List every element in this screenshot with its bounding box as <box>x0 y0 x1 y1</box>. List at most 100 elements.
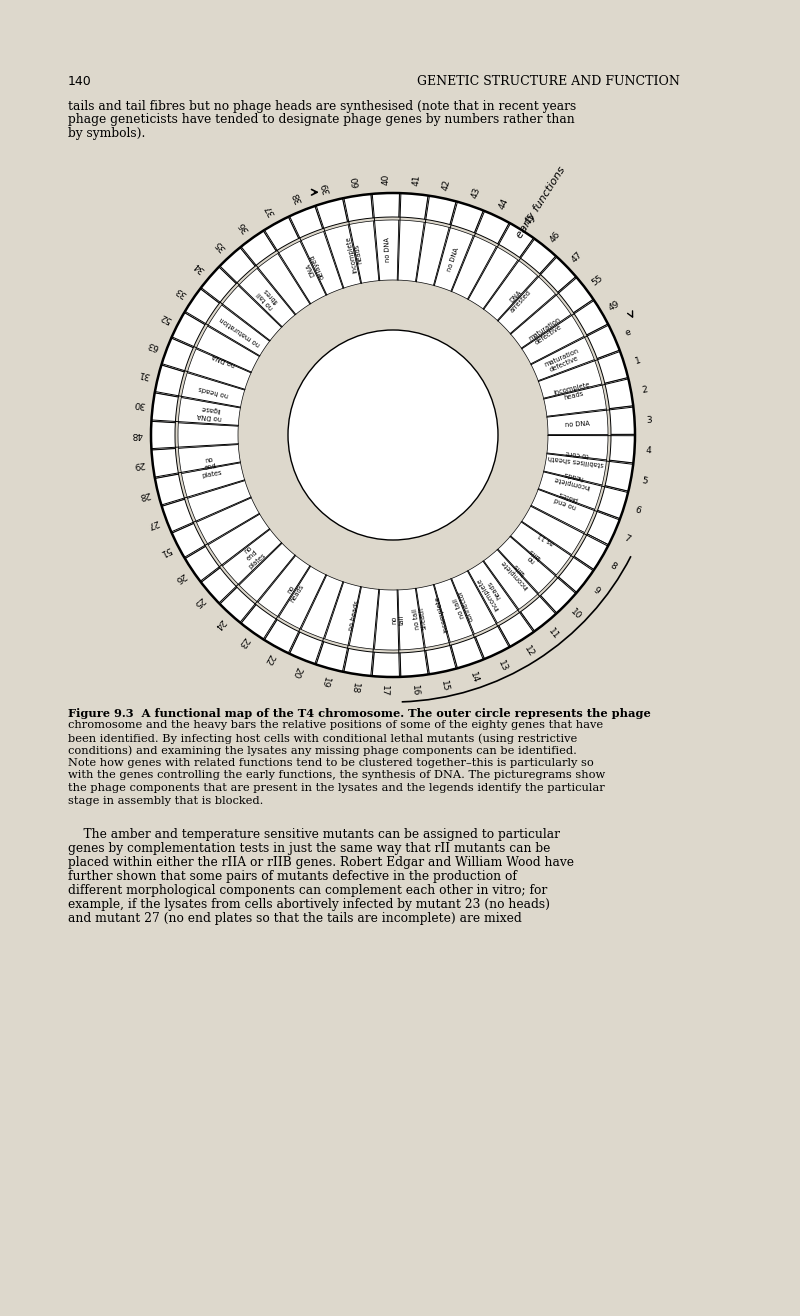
Text: tails and tail fibres but no phage heads are synthesised (note that in recent ye: tails and tail fibres but no phage heads… <box>68 100 576 113</box>
Text: with the genes controlling the early functions, the synthesis of DNA. The pictur: with the genes controlling the early fun… <box>68 770 606 780</box>
Wedge shape <box>178 397 240 426</box>
Wedge shape <box>468 561 519 622</box>
Text: 1: 1 <box>634 355 642 366</box>
Text: 48: 48 <box>131 430 142 438</box>
Text: Figure 9.3  A functional map of the T4 chromosome. The outer circle represents t: Figure 9.3 A functional map of the T4 ch… <box>68 708 650 719</box>
Wedge shape <box>178 445 241 474</box>
Text: 52: 52 <box>158 311 173 324</box>
Wedge shape <box>288 207 322 238</box>
Wedge shape <box>200 267 236 303</box>
Wedge shape <box>400 650 430 676</box>
Text: 24: 24 <box>213 616 226 630</box>
Text: no
end
plates: no end plates <box>199 455 222 479</box>
Wedge shape <box>498 276 555 333</box>
Wedge shape <box>238 268 295 328</box>
Wedge shape <box>162 499 194 533</box>
Text: 44: 44 <box>498 197 510 212</box>
Text: 13: 13 <box>496 659 509 674</box>
Wedge shape <box>196 326 259 372</box>
Text: no
end
plates: no end plates <box>238 541 266 570</box>
Wedge shape <box>426 645 458 674</box>
Wedge shape <box>544 453 606 484</box>
Wedge shape <box>574 299 608 334</box>
Wedge shape <box>541 576 577 613</box>
Wedge shape <box>474 211 510 243</box>
Text: incomplete
heads: incomplete heads <box>476 572 506 611</box>
Text: 25: 25 <box>191 595 206 609</box>
Wedge shape <box>475 625 510 659</box>
Text: 33: 33 <box>174 284 188 299</box>
Text: 2: 2 <box>642 386 649 395</box>
Text: different morphological components can complement each other in vitro; for: different morphological components can c… <box>68 884 547 898</box>
Wedge shape <box>538 359 602 399</box>
Text: no maturation: no maturation <box>218 316 262 347</box>
Text: early functions: early functions <box>514 166 567 241</box>
Wedge shape <box>510 521 572 575</box>
Wedge shape <box>530 337 594 380</box>
Text: 30: 30 <box>133 399 145 409</box>
Text: 7: 7 <box>622 533 631 545</box>
Wedge shape <box>154 365 184 397</box>
Wedge shape <box>184 288 219 325</box>
Wedge shape <box>434 579 474 642</box>
Wedge shape <box>519 238 556 274</box>
Text: 43: 43 <box>470 186 482 200</box>
Wedge shape <box>323 225 361 288</box>
Wedge shape <box>399 193 428 220</box>
Text: 42: 42 <box>441 178 452 191</box>
Wedge shape <box>450 201 483 233</box>
Text: GENETIC STRUCTURE AND FUNCTION: GENETIC STRUCTURE AND FUNCTION <box>417 75 680 88</box>
Wedge shape <box>201 567 237 604</box>
Text: incomplete
heads: incomplete heads <box>553 468 592 490</box>
Text: no tail
connector: no tail connector <box>450 588 474 625</box>
Text: conditions) and examining the lysates any missing phage components can be identi: conditions) and examining the lysates an… <box>68 745 577 757</box>
Wedge shape <box>558 557 594 592</box>
Text: 40: 40 <box>382 174 391 184</box>
Wedge shape <box>185 546 220 583</box>
Wedge shape <box>434 228 474 291</box>
Wedge shape <box>257 254 310 315</box>
Wedge shape <box>416 584 450 647</box>
Text: Note how genes with related functions tend to be clustered together–this is part: Note how genes with related functions te… <box>68 758 594 769</box>
Text: 11: 11 <box>546 626 561 642</box>
Wedge shape <box>208 515 270 566</box>
Text: as 11: as 11 <box>537 532 555 546</box>
Wedge shape <box>397 220 424 282</box>
Wedge shape <box>547 434 608 459</box>
Wedge shape <box>278 241 326 304</box>
Wedge shape <box>547 409 608 434</box>
Text: 38: 38 <box>291 191 304 204</box>
Wedge shape <box>241 604 277 640</box>
Text: 22: 22 <box>262 651 275 666</box>
Wedge shape <box>510 295 571 347</box>
Text: DNA
arrested: DNA arrested <box>504 284 533 313</box>
Wedge shape <box>558 276 594 313</box>
Wedge shape <box>522 505 585 554</box>
Circle shape <box>238 280 548 590</box>
Wedge shape <box>521 595 557 632</box>
Text: maturation
defective: maturation defective <box>528 316 566 347</box>
Wedge shape <box>219 247 255 284</box>
Text: The amber and temperature sensitive mutants can be assigned to particular: The amber and temperature sensitive muta… <box>68 828 560 841</box>
Text: 23: 23 <box>236 636 250 650</box>
Wedge shape <box>265 620 300 654</box>
Wedge shape <box>278 566 326 629</box>
Text: 36: 36 <box>238 220 251 234</box>
Text: 6: 6 <box>634 505 642 516</box>
Circle shape <box>288 330 498 540</box>
Wedge shape <box>178 422 238 449</box>
Text: 3: 3 <box>646 416 652 425</box>
Text: the phage components that are present in the lysates and the legends identify th: the phage components that are present in… <box>68 783 605 794</box>
Wedge shape <box>522 315 584 363</box>
Text: 140: 140 <box>68 75 92 88</box>
Text: chromosome and the heavy bars the relative positions of some of the eighty genes: chromosome and the heavy bars the relati… <box>68 720 603 730</box>
Text: 19: 19 <box>319 675 330 688</box>
Wedge shape <box>610 434 635 463</box>
Wedge shape <box>374 220 398 280</box>
Text: 31: 31 <box>138 368 151 380</box>
Wedge shape <box>398 588 426 650</box>
Text: stabilises sheath
to core: stabilises sheath to core <box>548 447 606 467</box>
Wedge shape <box>151 421 175 450</box>
Text: example, if the lysates from cells abortively infected by mutant 23 (no heads): example, if the lysates from cells abort… <box>68 898 550 911</box>
Text: no
tail: no tail <box>391 615 405 625</box>
